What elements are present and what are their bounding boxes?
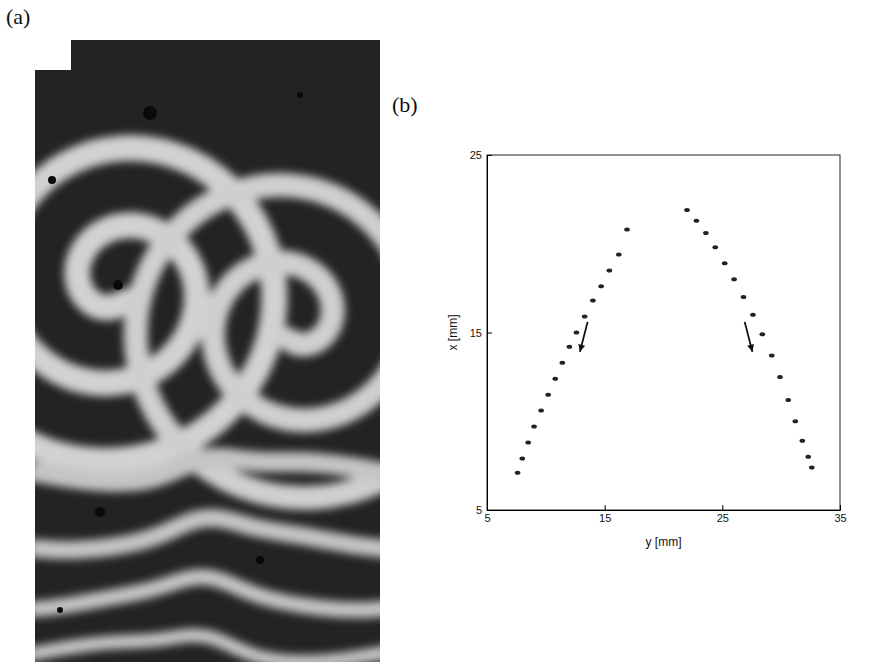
point	[531, 425, 537, 429]
x-tick-mark	[605, 505, 606, 510]
point	[574, 331, 580, 335]
point	[800, 439, 806, 443]
x-tick-label: 25	[717, 512, 729, 524]
speck	[113, 280, 123, 290]
speck	[57, 607, 63, 613]
y-tick: 15	[470, 327, 492, 339]
plot-frame	[487, 155, 840, 510]
x-axis-title: y [mm]	[646, 535, 682, 549]
trajectory	[515, 228, 630, 475]
x-tick: 35	[834, 505, 846, 524]
x-axis: 5 15 25 35	[484, 505, 846, 524]
arrow-head	[578, 344, 585, 352]
point	[760, 332, 766, 336]
panel-label: (a)	[6, 4, 30, 29]
y-tick-mark	[487, 333, 492, 334]
y-tick-mark	[487, 155, 492, 156]
speck	[143, 106, 157, 120]
x-tick-mark	[722, 505, 723, 510]
x-tick-mark	[840, 505, 841, 510]
photo-notch	[35, 40, 71, 70]
point	[607, 268, 613, 272]
y-axis-title: x [mm]	[446, 315, 460, 351]
y-axis: 5 15 25	[470, 149, 492, 516]
point	[515, 471, 521, 475]
point	[560, 361, 566, 365]
point	[525, 441, 531, 445]
wave-front	[35, 518, 380, 550]
point	[552, 377, 558, 381]
point	[805, 455, 811, 459]
point	[741, 295, 747, 299]
point	[703, 231, 709, 235]
point	[731, 277, 737, 281]
point	[598, 284, 604, 288]
point	[750, 313, 756, 317]
point	[538, 409, 544, 413]
photo	[35, 40, 380, 662]
y-tick-label: 5	[476, 504, 482, 516]
x-tick-label: 35	[834, 512, 846, 524]
y-tick: 25	[470, 149, 492, 161]
speck	[95, 507, 105, 517]
point	[520, 457, 526, 461]
wave-bands	[35, 148, 380, 662]
plot-area	[515, 208, 815, 475]
point	[694, 219, 700, 223]
x-tick-label: 15	[599, 512, 611, 524]
wave-front	[35, 458, 380, 482]
point	[624, 228, 630, 232]
point	[590, 299, 596, 303]
x-axis-line	[488, 510, 841, 511]
point	[769, 354, 775, 358]
point	[792, 419, 798, 423]
y-tick-label: 25	[470, 149, 482, 161]
point	[777, 375, 783, 379]
point	[785, 398, 791, 402]
y-tick: 5	[476, 504, 492, 516]
point	[809, 465, 815, 469]
trajectory	[684, 208, 814, 469]
arrow-head	[747, 344, 754, 352]
point	[582, 315, 588, 319]
x-tick-label: 5	[484, 512, 490, 524]
y-tick-label: 15	[470, 327, 482, 339]
point	[712, 245, 718, 249]
direction-arrow	[578, 322, 587, 352]
y-tick-mark	[487, 510, 492, 511]
speck	[48, 176, 56, 184]
point	[567, 345, 573, 349]
direction-arrow	[745, 322, 754, 352]
wave-front	[35, 635, 380, 661]
point	[616, 252, 622, 256]
point	[684, 208, 690, 212]
wave-front	[35, 577, 380, 610]
spiral-right	[136, 185, 380, 498]
x-tick: 25	[717, 505, 729, 524]
speck	[256, 556, 264, 564]
point	[545, 393, 551, 397]
speck	[297, 92, 303, 98]
panel-label: (b)	[392, 92, 418, 117]
point	[722, 261, 728, 265]
x-tick: 15	[599, 505, 611, 524]
